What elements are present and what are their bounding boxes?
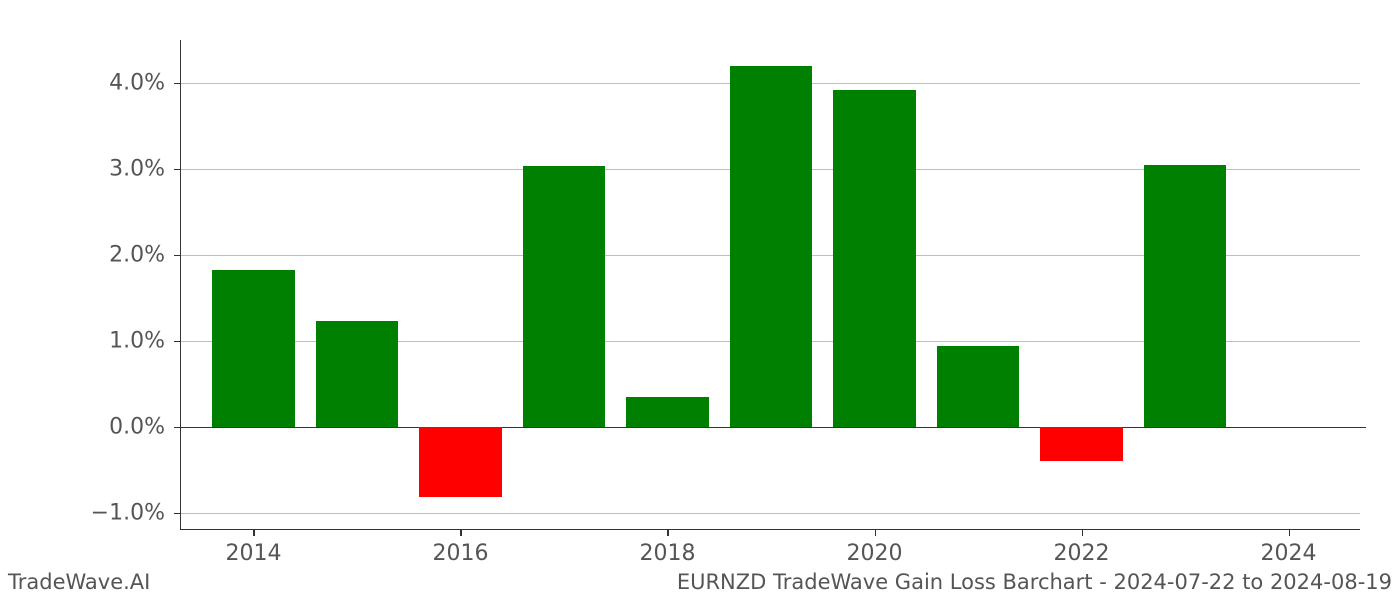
bar-2019: [730, 66, 813, 427]
footer-caption: EURNZD TradeWave Gain Loss Barchart - 20…: [677, 570, 1392, 594]
x-tick-mark: [460, 529, 461, 536]
y-tick-label: 2.0%: [109, 242, 165, 267]
y-tick-label: −1.0%: [91, 500, 165, 525]
x-tick-mark: [1082, 529, 1083, 536]
y-tick-mark: [174, 83, 181, 84]
bar-2021: [937, 346, 1020, 427]
bar-2014: [212, 270, 295, 426]
x-tick-label: 2016: [432, 541, 488, 566]
y-tick-label: 0.0%: [109, 414, 165, 439]
gain-loss-barchart: −1.0%0.0%1.0%2.0%3.0%4.0%201420162018202…: [180, 40, 1360, 530]
bar-2017: [523, 166, 606, 427]
zero-line: [175, 427, 1366, 428]
bar-2018: [626, 397, 709, 427]
bar-2023: [1144, 165, 1227, 427]
y-tick-label: 4.0%: [109, 70, 165, 95]
y-tick-mark: [174, 169, 181, 170]
x-tick-label: 2022: [1054, 541, 1110, 566]
bar-2015: [316, 321, 399, 427]
plot-area: −1.0%0.0%1.0%2.0%3.0%4.0%201420162018202…: [180, 40, 1360, 530]
bar-2022: [1040, 427, 1123, 461]
y-tick-mark: [174, 255, 181, 256]
y-tick-mark: [174, 341, 181, 342]
x-tick-label: 2020: [847, 541, 903, 566]
x-tick-mark: [1289, 529, 1290, 536]
y-tick-mark: [174, 513, 181, 514]
x-tick-mark: [875, 529, 876, 536]
x-tick-mark: [667, 529, 668, 536]
bar-2016: [419, 427, 502, 497]
x-tick-label: 2014: [225, 541, 281, 566]
gridline: [181, 513, 1360, 514]
x-tick-label: 2018: [639, 541, 695, 566]
y-tick-label: 1.0%: [109, 328, 165, 353]
bar-2020: [833, 90, 916, 427]
x-tick-mark: [253, 529, 254, 536]
x-tick-label: 2024: [1261, 541, 1317, 566]
y-tick-label: 3.0%: [109, 156, 165, 181]
footer-brand: TradeWave.AI: [8, 570, 150, 594]
